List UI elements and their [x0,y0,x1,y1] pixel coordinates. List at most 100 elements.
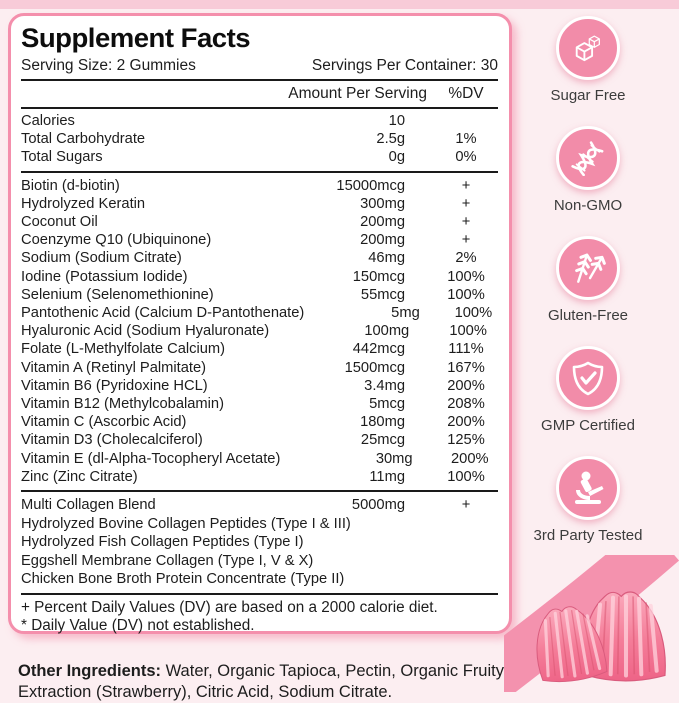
cell-dv: + [461,497,471,514]
divider [21,79,498,81]
cell-name: Coenzyme Q10 (Ubiquinone) [21,232,212,249]
cell-dv: 125% [447,432,485,449]
cell-name: Chicken Bone Broth Protein Concentrate (… [21,571,345,588]
dv-column-header: %DV [448,85,484,102]
cell-amount: 150mcg [352,268,405,285]
table-row: Total Sugars 0g 0% [21,148,498,166]
cell-dv: 111% [448,341,484,358]
cell-amount: 15000mcg [336,177,405,194]
table-row: Coenzyme Q10 (Ubiquinone) 200mg + [21,231,498,249]
cell-dv: + [461,195,471,212]
servings-per-container: Servings Per Container: 30 [311,57,498,74]
divider [21,107,498,109]
cell-name: Vitamin C (Ascorbic Acid) [21,414,187,431]
cell-name: Total Sugars [21,149,103,166]
collagen-blend-rows: Multi Collagen Blend 5000mg + Hydrolyzed Bo… [21,496,498,589]
cell-dv: 0% [455,149,477,166]
badge-sugar-free: Sugar Free [513,16,663,126]
cell-amount: 55mcg [360,286,405,303]
badge-label: Gluten-Free [547,307,629,324]
cell-amount: 3.4mg [364,377,405,394]
cell-dv: 100% [454,305,493,322]
wheat-icon [556,236,620,300]
table-row: Hyaluronic Acid (Sodium Hyaluronate) 100m… [21,322,498,340]
cell-dv [451,552,498,571]
cell-dv: + [461,214,471,231]
badge-label: 3rd Party Tested [533,527,643,544]
top-accent-strip [0,0,679,9]
table-row: Vitamin A (Retinyl Palmitate) 1500mcg 167% [21,359,498,377]
table-row: Zinc (Zinc Citrate) 11mg 100% [21,468,498,486]
cell-amount: 25mcg [360,432,405,449]
cell-name: Coconut Oil [21,214,98,231]
cell-amount: 200mg [360,214,405,231]
cell-dv: 200% [447,414,485,431]
divider [21,490,498,493]
cell-amount: 10 [388,113,405,129]
footnote-dv-basis: + Percent Daily Values (DV) are based on… [21,599,438,617]
cell-amount [303,533,448,552]
table-row: Vitamin C (Ascorbic Acid) 180mg 200% [21,413,498,431]
cell-name: Vitamin D3 (Cholecalciferol) [21,432,203,449]
macro-rows: Calories 10 Total Carbohydrate 2.5g 1% Total … [21,112,498,167]
cell-name: Sodium (Sodium Citrate) [21,250,182,267]
cell-amount: 1500mcg [344,359,405,376]
table-row: Coconut Oil 200mg + [21,213,498,231]
table-row: Chicken Bone Broth Protein Concentrate (… [21,570,498,589]
cell-amount: 5mg [391,305,420,322]
badge-label: Sugar Free [550,87,626,104]
supplement-facts-panel: Supplement Facts Serving Size: 2 Gummies… [8,13,512,634]
cell-name: Vitamin E (dl-Alpha-Tocopheryl Acetate) [21,450,281,467]
table-row: Vitamin B12 (Methylcobalamin) 5mcg 208% [21,395,498,413]
dna-icon [556,126,620,190]
cell-dv [461,570,498,589]
cell-dv: 200% [447,377,485,394]
cell-dv: 200% [451,450,489,467]
cell-amount: 5000mg [351,497,405,514]
cell-amount: 300mg [360,195,405,212]
cell-name: Biotin (d-biotin) [21,177,120,194]
cell-name: Multi Collagen Blend [21,497,156,514]
cell-name: Vitamin A (Retinyl Palmitate) [21,359,207,376]
cell-name: Calories [21,113,75,129]
cell-dv: 1% [455,131,477,148]
badge-gmp-certified: GMP Certified [513,346,663,456]
cell-amount: 0g [388,149,405,166]
cell-amount [313,552,451,571]
sugar-cubes-icon [556,16,620,80]
divider [21,170,498,173]
divider [21,593,498,596]
cell-dv: 100% [449,323,487,340]
cell-dv: 100% [447,468,485,485]
cell-name: Hydrolyzed Bovine Collagen Peptides (Typ… [21,515,351,532]
cell-dv [434,112,498,130]
cell-amount: 30mg [375,450,413,467]
cell-name: Total Carbohydrate [21,131,146,148]
cell-dv: + [461,232,471,249]
cell-dv [449,533,499,552]
amount-column-header: Amount Per Serving [288,85,427,102]
gummies-decoration [504,555,679,692]
table-row: Selenium (Selenomethionine) 55mcg 100% [21,286,498,304]
cell-amount: 180mg [360,414,405,431]
table-row: Folate (L-Methylfolate Calcium) 442mcg 111… [21,340,498,358]
footnote-dv-not-established: * Daily Value (DV) not established. [21,616,255,634]
cell-name: Pantothenic Acid (Calcium D-Pantothenate… [21,305,305,322]
badge-3rd-party-tested: 3rd Party Tested [513,456,663,566]
table-row: Vitamin D3 (Cholecalciferol) 25mcg 125% [21,431,498,449]
cell-amount [351,515,463,534]
cell-name: Selenium (Selenomethionine) [21,286,214,303]
table-row: Total Carbohydrate 2.5g 1% [21,130,498,148]
serving-size: Serving Size: 2 Gummies [21,57,196,74]
table-row: Sodium (Sodium Citrate) 46mg 2% [21,249,498,267]
table-row: Hydrolyzed Keratin 300mg + [21,195,498,213]
cell-dv: 100% [447,268,485,285]
cell-amount [344,570,460,589]
table-row: Calories 10 [21,112,498,130]
table-header: Amount Per Serving %DV [21,84,498,104]
nutrient-rows: Biotin (d-biotin) 15000mcg + Hydrolyzed Ker… [21,177,498,486]
panel-title: Supplement Facts [21,23,251,53]
footnotes: + Percent Daily Values (DV) are based on… [21,599,498,634]
cell-amount: 11mg [369,468,405,485]
table-row: Hydrolyzed Bovine Collagen Peptides (Typ… [21,515,498,534]
